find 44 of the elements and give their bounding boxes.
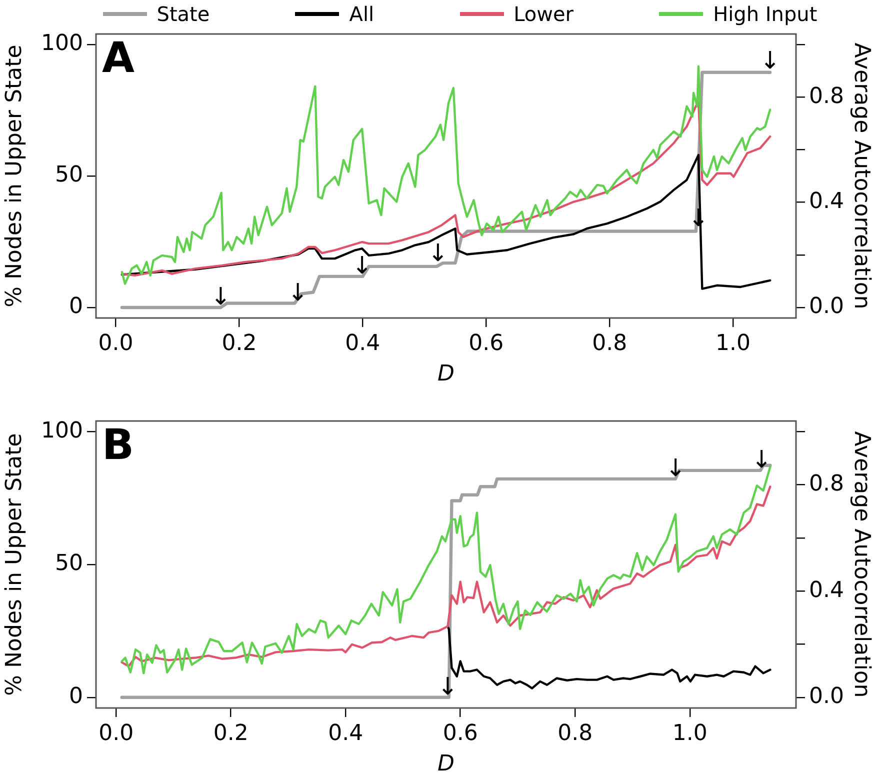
legend-label: All [349,2,374,26]
y2-tick-label: 0.0 [809,684,844,710]
legend-label: State [156,2,210,26]
x-tick-label: 0.0 [98,720,134,746]
x-axis-title: D [438,362,454,387]
x-tick-label: 0.8 [558,720,593,746]
x-tick-label: 1.0 [672,720,708,746]
annotation: ↓ [665,454,686,482]
x-tick-label: 0.6 [442,720,478,746]
x-tick-label: 0.2 [222,330,257,356]
y2-axis-title: Average Autocorrelation [849,431,874,698]
annotation: ↓ [352,252,372,280]
x-axis-title: D [438,752,454,777]
y-tick-label: 50 [55,551,83,576]
y-tick-label: 0 [69,294,83,320]
y-axis-title: % Nodes in Upper State [2,433,27,696]
x-tick-label: 0.6 [468,330,504,356]
y-axis-title: % Nodes in Upper State [2,44,27,308]
legend-label: Lower [514,2,574,26]
annotation: ↓ [760,46,780,75]
x-tick-label: 0.4 [328,720,364,746]
annotation: ↓ [210,282,231,311]
chart-title: A [102,32,135,82]
y2-tick-label: 0.0 [809,294,844,320]
y2-tick-label: 0.4 [809,189,844,214]
x-tick-label: 1.0 [716,330,751,356]
annotation: ↓ [288,278,308,307]
chart-title: B [102,420,134,469]
y-tick-label: 0 [69,684,83,710]
y2-tick-label: 0.8 [809,84,844,109]
y2-tick-label: 0.8 [809,471,844,496]
y-tick-label: 100 [41,31,83,56]
x-tick-label: 0.2 [213,720,248,746]
legend-label: High Input [713,2,818,26]
y2-axis-title: Average Autocorrelation [849,42,874,310]
x-tick-label: 0.4 [345,330,380,356]
x-tick-label: 0.8 [592,330,628,356]
y-tick-label: 50 [55,162,83,188]
y2-tick-label: 0.4 [809,578,844,603]
annotation: ↓ [428,238,448,267]
x-tick-label: 0.0 [98,330,134,356]
y-tick-label: 100 [41,418,83,444]
annotation: ↓ [752,446,772,474]
annotation: ↓ [438,672,458,701]
